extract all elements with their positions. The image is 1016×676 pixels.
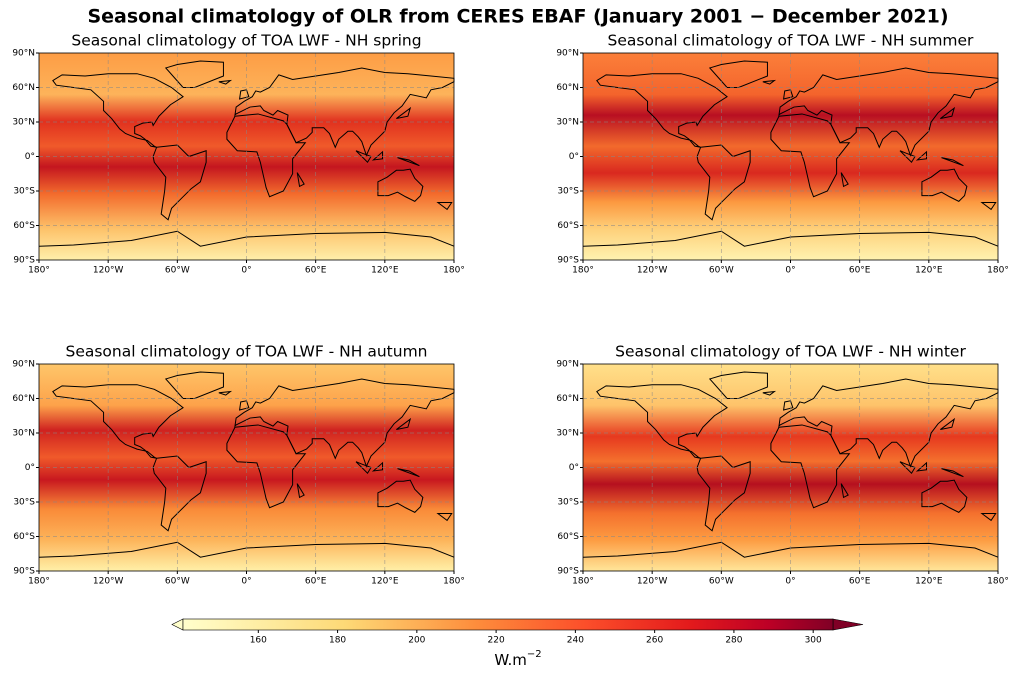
y-tick-label: 60°S	[13, 221, 35, 231]
colorbar-tick-label: 220	[488, 636, 505, 646]
x-tick-label: 180°	[28, 577, 50, 587]
colorbar-tick-label: 180	[329, 636, 346, 646]
y-tick-label: 0°	[25, 152, 35, 162]
x-tick-label: 120°W	[93, 577, 124, 587]
y-tick-label: 0°	[569, 463, 579, 473]
y-tick-label: 60°S	[13, 532, 35, 542]
y-tick-label: 30°N	[556, 429, 579, 439]
map-frame	[38, 52, 455, 261]
x-tick-label: 180°	[572, 266, 594, 276]
x-tick-label: 120°E	[915, 577, 943, 587]
x-tick-label: 180°	[987, 577, 1009, 587]
y-tick-label: 60°N	[12, 83, 35, 93]
panel-title: Seasonal climatology of TOA LWF - NH win…	[615, 343, 966, 361]
map-panel: Seasonal climatology of TOA LWF - NH win…	[556, 343, 1009, 587]
x-tick-label: 180°	[443, 577, 465, 587]
x-tick-label: 120°W	[93, 266, 124, 276]
y-tick-label: 60°N	[12, 394, 35, 404]
x-tick-label: 120°E	[371, 266, 399, 276]
y-tick-label: 60°S	[557, 221, 579, 231]
y-tick-label: 90°S	[13, 256, 35, 266]
y-tick-label: 30°N	[556, 118, 579, 128]
x-tick-label: 120°E	[371, 577, 399, 587]
x-tick-label: 60°W	[165, 266, 190, 276]
x-tick-label: 180°	[28, 266, 50, 276]
y-tick-label: 90°S	[557, 567, 579, 577]
x-tick-label: 60°E	[849, 266, 871, 276]
y-tick-label: 90°N	[12, 360, 35, 370]
x-tick-label: 0°	[785, 266, 795, 276]
colorbar-tick-label: 200	[408, 636, 425, 646]
colorbar-tick-label: 240	[567, 636, 584, 646]
figure-title: Seasonal climatology of OLR from CERES E…	[87, 6, 948, 28]
colorbar-body	[182, 618, 834, 631]
x-tick-label: 120°E	[915, 266, 943, 276]
map-panel: Seasonal climatology of TOA LWF - NH aut…	[12, 343, 465, 587]
y-tick-label: 90°S	[13, 567, 35, 577]
colorbar-tick-label: 160	[250, 636, 267, 646]
panel-title: Seasonal climatology of TOA LWF - NH sum…	[608, 32, 975, 50]
x-tick-label: 180°	[572, 577, 594, 587]
unit-exponent: −2	[527, 649, 542, 660]
x-tick-label: 60°W	[165, 577, 190, 587]
panel-title: Seasonal climatology of TOA LWF - NH spr…	[71, 32, 421, 50]
x-tick-label: 60°E	[305, 577, 327, 587]
unit: W.m	[494, 651, 527, 669]
x-tick-label: 0°	[241, 266, 251, 276]
y-tick-label: 0°	[25, 463, 35, 473]
colorbar-tick-label: 300	[805, 636, 822, 646]
x-tick-label: 60°W	[709, 577, 734, 587]
y-tick-label: 90°N	[12, 49, 35, 59]
y-tick-label: 30°S	[557, 498, 579, 508]
y-tick-label: 90°N	[556, 49, 579, 59]
colorbar-extend-max	[832, 618, 864, 631]
x-tick-label: 180°	[987, 266, 1009, 276]
y-tick-label: 30°N	[12, 429, 35, 439]
y-tick-label: 60°N	[556, 394, 579, 404]
y-tick-label: 0°	[569, 152, 579, 162]
y-tick-label: 30°S	[13, 187, 35, 197]
x-tick-label: 60°E	[305, 266, 327, 276]
x-tick-label: 60°E	[849, 577, 871, 587]
colorbar-extend-min	[171, 618, 184, 631]
y-tick-label: 30°S	[557, 187, 579, 197]
y-tick-label: 30°S	[13, 498, 35, 508]
x-tick-label: 120°W	[637, 266, 668, 276]
map-frame	[582, 52, 999, 261]
y-tick-label: 30°N	[12, 118, 35, 128]
y-tick-label: 90°N	[556, 360, 579, 370]
colorbar-tick-label: 260	[646, 636, 663, 646]
x-tick-label: 120°W	[637, 577, 668, 587]
y-tick-label: 90°S	[557, 256, 579, 266]
map-frame	[38, 363, 455, 572]
x-tick-label: 0°	[785, 577, 795, 587]
map-panel: Seasonal climatology of TOA LWF - NH spr…	[12, 32, 465, 276]
y-tick-label: 60°S	[557, 532, 579, 542]
x-tick-label: 180°	[443, 266, 465, 276]
colorbar-label: W.m−2	[494, 649, 541, 669]
colorbar: 160 180 200 220 240 260 280 300 W.m−2	[171, 618, 864, 669]
x-tick-label: 0°	[241, 577, 251, 587]
map-panel: Seasonal climatology of TOA LWF - NH sum…	[556, 32, 1009, 276]
map-frame	[582, 363, 999, 572]
y-tick-label: 60°N	[556, 83, 579, 93]
x-tick-label: 60°W	[709, 266, 734, 276]
panel-title: Seasonal climatology of TOA LWF - NH aut…	[65, 343, 427, 361]
colorbar-tick-label: 280	[725, 636, 742, 646]
